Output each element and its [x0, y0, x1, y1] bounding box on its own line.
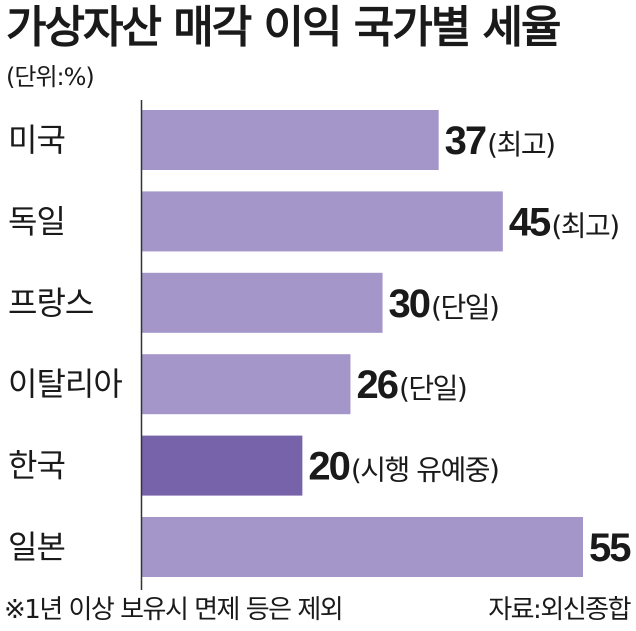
value-note: (최고): [551, 209, 618, 242]
category-label: 프랑스: [8, 284, 93, 322]
chart-title: 가상자산 매각 이익 국가별 세율: [6, 2, 562, 53]
value-note: (단일): [399, 372, 466, 405]
value-label: 45(최고): [509, 200, 619, 244]
category-label: 이탈리아: [8, 365, 122, 403]
value-number: 55: [589, 526, 631, 570]
bar: [142, 110, 439, 170]
value-label: 55: [589, 526, 631, 570]
bar: [142, 435, 303, 496]
bar: [142, 354, 351, 415]
value-note: (최고): [487, 128, 554, 161]
value-note: (시행 유예중): [351, 454, 499, 487]
value-number: 20: [308, 445, 349, 489]
category-label: 미국: [8, 121, 65, 159]
value-number: 37: [445, 119, 486, 163]
bar: [142, 191, 503, 252]
bar: [142, 517, 583, 577]
category-label: 독일: [8, 202, 65, 240]
value-label: 37(최고): [445, 119, 555, 163]
value-number: 30: [389, 282, 430, 326]
category-label: 한국: [8, 447, 65, 485]
unit-label: (단위:%): [6, 63, 95, 91]
category-label: 일본: [8, 528, 65, 566]
value-note: (단일): [431, 291, 498, 324]
source-label: 자료:외신종합: [488, 595, 631, 625]
value-number: 45: [509, 200, 551, 244]
footnote: ※1년 이상 보유시 면제 등은 제외: [4, 595, 344, 625]
bar: [142, 272, 383, 333]
value-number: 26: [356, 363, 397, 407]
value-label: 30(단일): [389, 282, 499, 326]
value-label: 26(단일): [356, 363, 466, 407]
bar-chart: 미국 37(최고)독일 45(최고)프랑스 30(단일)이탈리아 26(단일)한국 20(…: [8, 100, 633, 590]
value-label: 20(시행 유예중): [308, 445, 498, 489]
